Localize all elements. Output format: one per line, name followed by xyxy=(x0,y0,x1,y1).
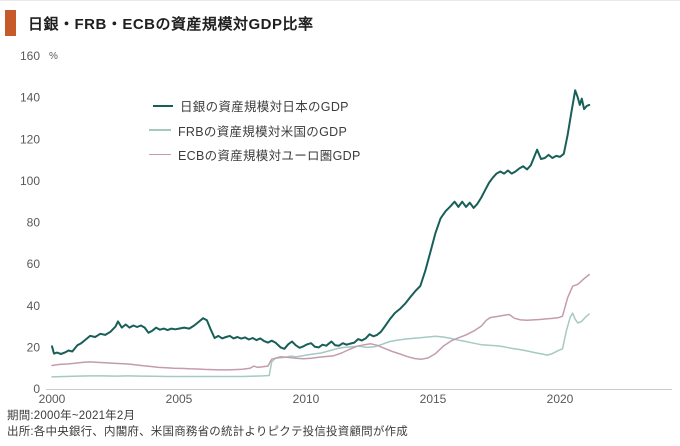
source-note: 出所:各中央銀行、内閣府、米国商務省の統計よりピクテ投信投資顧問が作成 xyxy=(7,425,408,438)
y-axis-tick-label: 40 xyxy=(27,299,41,313)
series-line-2 xyxy=(51,273,590,371)
y-axis-tick-label: 160 xyxy=(20,49,40,63)
x-axis-tick-label: 2020 xyxy=(547,392,574,406)
series-line-0 xyxy=(51,89,591,355)
series-line-1 xyxy=(51,312,590,378)
page-title: 日銀・FRB・ECBの資産規模対GDP比率 xyxy=(28,16,314,33)
y-axis-tick-label: 80 xyxy=(27,216,41,230)
line-chart-canvas: 0 20 40 60 80 100 120 140 160 % 2000 2005 2010 2015 20… xyxy=(20,49,672,406)
title-accent-bar xyxy=(5,10,16,36)
legend-item: FRBの資産規模対米国のGDP xyxy=(149,122,361,139)
y-axis-tick-label: 60 xyxy=(27,257,41,271)
legend-line-swatch xyxy=(153,104,173,107)
x-axis-tick-label: 2005 xyxy=(166,392,193,406)
y-axis-unit-label: % xyxy=(49,51,58,62)
period-note: 期間:2000年~2021年2月 xyxy=(7,410,136,422)
x-axis-tick-label: 2015 xyxy=(420,392,447,406)
legend-line-swatch xyxy=(149,129,171,131)
legend-label: 日銀の資産規模対日本のGDP xyxy=(180,100,349,114)
chart-legend: 日銀の資産規模対日本のGDP FRBの資産規模対米国のGDP ECBの資産規模対ユー… xyxy=(149,97,361,171)
legend-line-swatch xyxy=(149,153,171,156)
y-axis-tick-label: 120 xyxy=(20,132,40,146)
x-axis-tick-label: 2000 xyxy=(39,392,66,406)
x-axis-tick-label: 2010 xyxy=(293,392,320,406)
legend-item: ECBの資産規模対ユーロ圏GDP xyxy=(149,146,361,163)
chart-footnotes: 期間:2000年~2021年2月 出所:各中央銀行、内閣府、米国商務省の統計より… xyxy=(7,409,408,440)
y-axis-tick-label: 0 xyxy=(33,382,40,396)
legend-item: 日銀の資産規模対日本のGDP xyxy=(149,97,361,114)
legend-label: ECBの資産規模対ユーロ圏GDP xyxy=(178,149,361,163)
y-axis-tick-label: 100 xyxy=(20,174,40,188)
legend-label: FRBの資産規模対米国のGDP xyxy=(178,124,348,139)
y-axis-tick-label: 140 xyxy=(20,91,40,105)
y-axis-tick-label: 20 xyxy=(27,340,41,354)
